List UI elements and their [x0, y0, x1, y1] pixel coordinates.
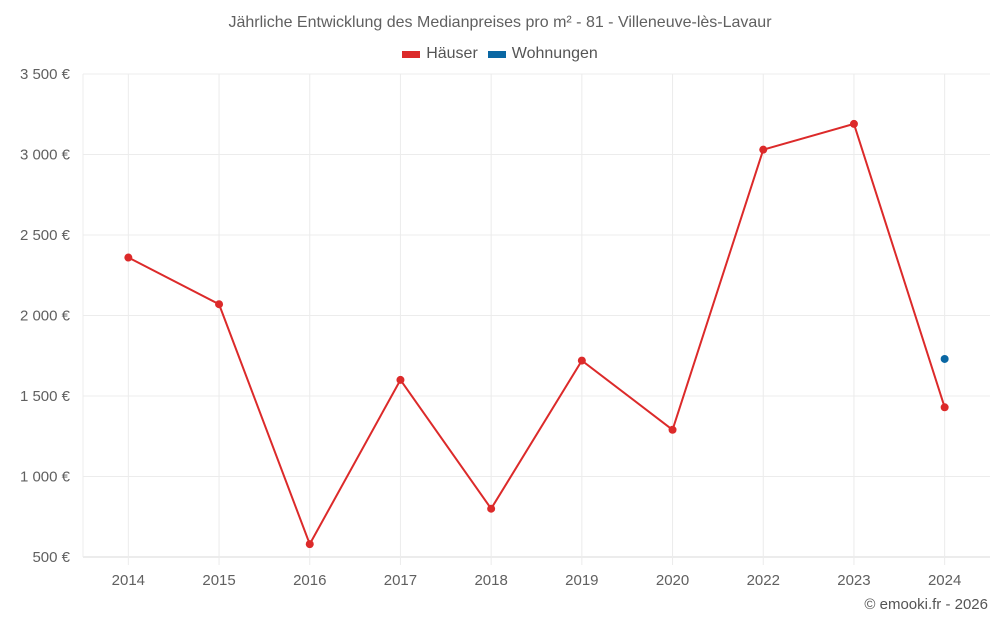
x-tick-label: 2022 — [747, 572, 780, 589]
x-tick-label: 2017 — [384, 572, 417, 589]
legend-swatch-apartments — [487, 50, 506, 58]
x-tick-label: 2023 — [837, 572, 870, 589]
x-tick-label: 2014 — [112, 572, 145, 589]
data-point[interactable] — [215, 300, 224, 309]
x-axis: 2014 2015 2016 2017 2018 2019 2020 2022 2023 2024 — [112, 572, 962, 589]
data-point[interactable] — [940, 354, 949, 363]
data-point[interactable] — [305, 540, 314, 549]
x-tick-label: 2024 — [928, 572, 961, 589]
legend-item-apartments[interactable]: Wohnungen — [487, 45, 598, 63]
series-häuser — [124, 119, 949, 549]
data-point[interactable] — [396, 375, 405, 384]
series-wohnungen — [940, 354, 949, 363]
x-tick-label: 2015 — [202, 572, 235, 589]
data-point[interactable] — [940, 403, 949, 412]
chart-title: Jährliche Entwicklung des Medianpreises … — [228, 14, 772, 31]
y-tick-label: 3 500 € — [20, 66, 71, 83]
y-tick-label: 1 500 € — [20, 388, 71, 405]
y-tick-label: 1 000 € — [20, 469, 71, 486]
data-point[interactable] — [849, 119, 858, 128]
legend-label-apartments: Wohnungen — [511, 45, 598, 62]
legend-swatch-houses — [402, 50, 421, 58]
data-point[interactable] — [668, 425, 677, 434]
legend-item-houses[interactable]: Häuser — [402, 45, 478, 63]
series-layer — [124, 119, 949, 549]
legend-label-houses: Häuser — [426, 45, 478, 62]
y-tick-label: 2 500 € — [20, 227, 71, 244]
data-point[interactable] — [487, 504, 496, 513]
legend: Häuser Wohnungen — [0, 45, 1000, 63]
data-point[interactable] — [577, 356, 586, 365]
y-axis: 500 € 1 000 € 1 500 € 2 000 € 2 500 € 3 000 €… — [20, 66, 71, 566]
y-tick-label: 2 000 € — [20, 308, 71, 325]
data-point[interactable] — [759, 145, 768, 154]
x-tick-label: 2019 — [565, 572, 598, 589]
y-tick-label: 3 000 € — [20, 147, 71, 164]
x-tick-label: 2016 — [293, 572, 326, 589]
credit-text: © emooki.fr - 2026 — [864, 596, 988, 613]
y-tick-label: 500 € — [32, 549, 70, 566]
gridlines — [82, 73, 990, 565]
data-point[interactable] — [124, 253, 133, 262]
x-tick-label: 2020 — [656, 572, 689, 589]
x-tick-label: 2018 — [474, 572, 507, 589]
